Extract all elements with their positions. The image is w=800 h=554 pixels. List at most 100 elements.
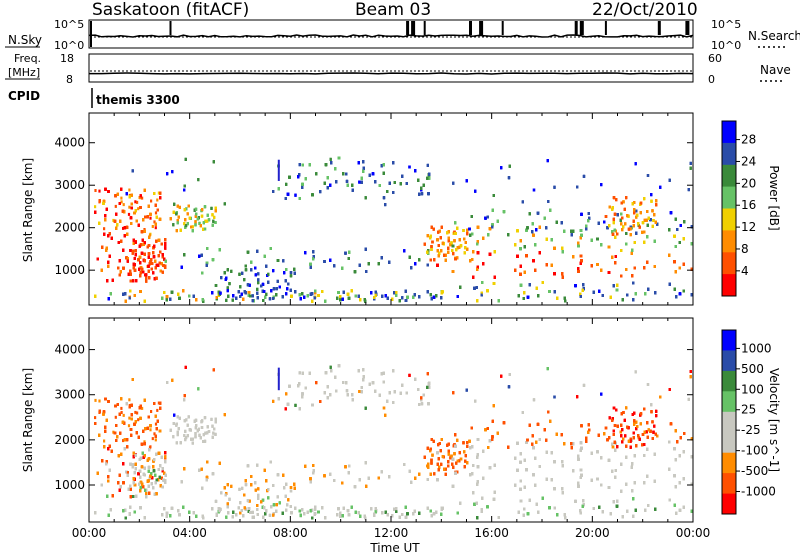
echo-cell (206, 247, 209, 250)
echo-cell (118, 202, 121, 205)
echo-cell (164, 259, 167, 263)
echo-cell (312, 257, 315, 261)
echo-cell (265, 292, 268, 296)
echo-cell (201, 208, 204, 212)
echo-cell (143, 188, 146, 192)
echo-cell (164, 246, 167, 250)
echo-cell (380, 256, 383, 260)
echo-cell (138, 267, 141, 271)
echo-cell (109, 292, 112, 296)
echo-cell (418, 258, 421, 262)
echo-cell (203, 227, 207, 231)
date-title: 22/Oct/2010 (592, 0, 698, 20)
echo-cell (177, 215, 180, 219)
nsky-spike (501, 21, 504, 35)
nsky-spike (423, 21, 426, 35)
echo-cell (125, 225, 129, 229)
freq-tick-top: 18 (60, 52, 74, 65)
echo-cell (124, 292, 127, 296)
echo-cell (129, 249, 132, 252)
echo-cell (147, 269, 150, 273)
echo-cell (151, 262, 154, 265)
echo-cell (137, 207, 140, 211)
echo-cell (108, 254, 111, 258)
echo-cell (162, 264, 165, 267)
echo-cell (170, 290, 174, 294)
echo-cell (263, 254, 266, 258)
nsky-spike (406, 21, 410, 35)
echo-cell (128, 205, 131, 209)
echo-cell (263, 290, 266, 293)
echo-cell (202, 227, 205, 231)
echo-cell (426, 263, 429, 267)
nsky-right-tick-bottom: 10^0 (711, 39, 741, 52)
echo-cell (161, 253, 164, 257)
echo-cell (153, 220, 156, 224)
echo-cell (188, 294, 191, 298)
echo-cell (132, 266, 135, 270)
cpid-label: CPID (8, 89, 40, 103)
echo-cell (129, 279, 132, 283)
echo-cell (143, 259, 146, 263)
echo-cell (132, 262, 135, 266)
echo-cell (132, 279, 135, 283)
echo-cell (148, 276, 151, 280)
nsky-spike (574, 21, 578, 35)
freq-tick-bottom: 8 (66, 73, 73, 86)
echo-cell (190, 225, 193, 229)
echo-cell (140, 230, 144, 234)
echo-cell (148, 262, 151, 266)
echo-cell (256, 287, 259, 291)
echo-cell (157, 254, 160, 258)
echo-cell (148, 233, 152, 237)
echo-cell (237, 290, 240, 294)
echo-cell (134, 240, 137, 244)
echo-cell (298, 293, 301, 297)
echo-cell (159, 269, 162, 273)
echo-cell (414, 262, 417, 266)
echo-cell (94, 189, 97, 192)
echo-cell (183, 253, 186, 257)
echo-cell (165, 298, 168, 302)
nsky-spike (169, 21, 172, 35)
echo-cell (264, 295, 267, 299)
echo-cell (147, 204, 150, 208)
echo-cell (129, 216, 133, 220)
echo-cell (116, 223, 119, 227)
echo-cell (241, 271, 244, 275)
echo-cell (104, 218, 107, 222)
echo-cell (267, 272, 270, 276)
echo-cell (226, 268, 229, 272)
nsky-spike (479, 21, 484, 35)
echo-cell (344, 251, 347, 255)
echo-cell (147, 264, 150, 268)
echo-cell (228, 282, 231, 286)
echo-cell (121, 209, 125, 213)
echo-cell (157, 238, 161, 242)
echo-cell (242, 297, 245, 301)
echo-cell (110, 236, 113, 240)
echo-cell (196, 217, 199, 221)
echo-cell (140, 251, 144, 255)
echo-cell (112, 218, 115, 222)
echo-cell (96, 257, 99, 261)
echo-cell (185, 207, 188, 211)
nsky-series-line (88, 34, 694, 38)
echo-cell (403, 249, 406, 253)
echo-cell (139, 194, 142, 198)
echo-cell (246, 250, 250, 254)
nsky-spike (579, 21, 584, 35)
echo-cell (118, 259, 121, 263)
echo-cell (111, 278, 114, 282)
echo-cell (240, 292, 243, 296)
echo-cell (141, 267, 144, 271)
echo-cell (184, 224, 188, 228)
echo-cell (107, 297, 110, 301)
nsky-label: N.Sky (8, 33, 42, 47)
echo-cell (329, 258, 332, 262)
echo-cell (186, 212, 189, 216)
echo-cell (257, 272, 260, 276)
echo-cell (104, 187, 107, 191)
echo-cell (218, 248, 221, 252)
echo-cell (128, 195, 131, 199)
